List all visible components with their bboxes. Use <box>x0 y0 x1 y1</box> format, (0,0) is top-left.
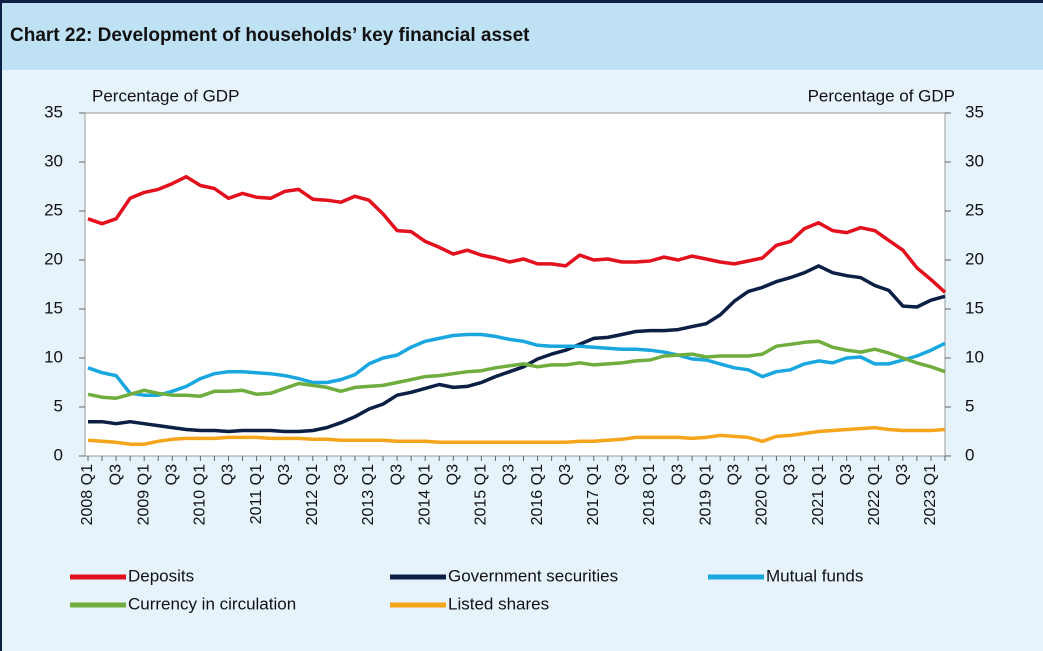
plot-area <box>84 112 946 457</box>
series-line <box>87 425 946 446</box>
top-border <box>0 0 1043 3</box>
y2-tick-label: 5 <box>965 396 974 415</box>
y-tick-label: 20 <box>44 249 63 268</box>
y-tick-label: 35 <box>44 102 63 121</box>
y-tick-label: 10 <box>44 347 63 366</box>
x-tick-label: 2023 Q1 <box>922 464 939 525</box>
x-tick-label: 2015 Q1 <box>473 464 490 525</box>
x-tick-label: Q3 <box>557 464 574 485</box>
y-tick-label: 30 <box>44 151 63 170</box>
y2-tick-label: 15 <box>965 298 984 317</box>
header-band <box>0 0 1043 70</box>
series-line <box>87 332 946 397</box>
x-tick-label: Q3 <box>501 464 518 485</box>
chart-title: Chart 22: Development of households’ key… <box>10 25 530 46</box>
x-tick-label: 2021 Q1 <box>810 464 827 525</box>
x-tick-label: Q3 <box>164 464 181 485</box>
x-tick-label: Q3 <box>444 464 461 485</box>
x-tick-label: Q3 <box>613 464 630 485</box>
x-tick-label: 2020 Q1 <box>754 464 771 525</box>
x-tick-label: 2019 Q1 <box>697 464 714 525</box>
legend-label: Mutual funds <box>766 566 863 585</box>
x-tick-label: 2014 Q1 <box>416 464 433 525</box>
x-tick-label: 2022 Q1 <box>866 464 883 525</box>
series-line <box>87 174 947 294</box>
x-tick-label: Q3 <box>782 464 799 485</box>
legend-label: Government securities <box>448 566 618 585</box>
series-line <box>88 264 946 434</box>
x-tick-label: Q3 <box>388 464 405 485</box>
x-tick-label: Q3 <box>725 464 742 485</box>
x-tick-label: Q3 <box>894 464 911 485</box>
y2-axis-label: Percentage of GDP <box>808 86 955 105</box>
y2-tick-label: 30 <box>965 151 984 170</box>
x-tick-label: 2017 Q1 <box>585 464 602 525</box>
x-tick-label: 2008 Q1 <box>79 464 96 525</box>
legend-label: Deposits <box>128 566 194 585</box>
legend-label: Listed shares <box>448 594 549 613</box>
y-tick-label: 0 <box>54 445 63 464</box>
x-tick-label: 2018 Q1 <box>641 464 658 525</box>
left-border <box>0 0 2 651</box>
legend-label: Currency in circulation <box>128 594 296 613</box>
y2-tick-label: 0 <box>965 445 974 464</box>
x-tick-label: Q3 <box>669 464 686 485</box>
y2-tick-label: 35 <box>965 102 984 121</box>
x-tick-label: 2009 Q1 <box>135 464 152 525</box>
x-tick-label: Q3 <box>332 464 349 485</box>
y-tick-label: 5 <box>54 396 63 415</box>
y2-tick-label: 20 <box>965 249 984 268</box>
x-tick-label: Q3 <box>276 464 293 485</box>
x-tick-label: Q3 <box>220 464 237 485</box>
y-axis-label: Percentage of GDP <box>92 86 239 105</box>
series-line <box>87 339 946 400</box>
x-tick-label: Q3 <box>107 464 124 485</box>
x-tick-label: 2016 Q1 <box>529 464 546 525</box>
x-tick-label: Q3 <box>838 464 855 485</box>
y2-tick-label: 10 <box>965 347 984 366</box>
y2-tick-label: 25 <box>965 200 984 219</box>
x-tick-label: 2012 Q1 <box>304 464 321 525</box>
y-tick-label: 25 <box>44 200 63 219</box>
x-tick-label: 2010 Q1 <box>192 464 209 525</box>
y-tick-label: 15 <box>44 298 63 317</box>
x-tick-label: 2013 Q1 <box>360 464 377 525</box>
x-tick-label: 2011 Q1 <box>248 464 265 524</box>
